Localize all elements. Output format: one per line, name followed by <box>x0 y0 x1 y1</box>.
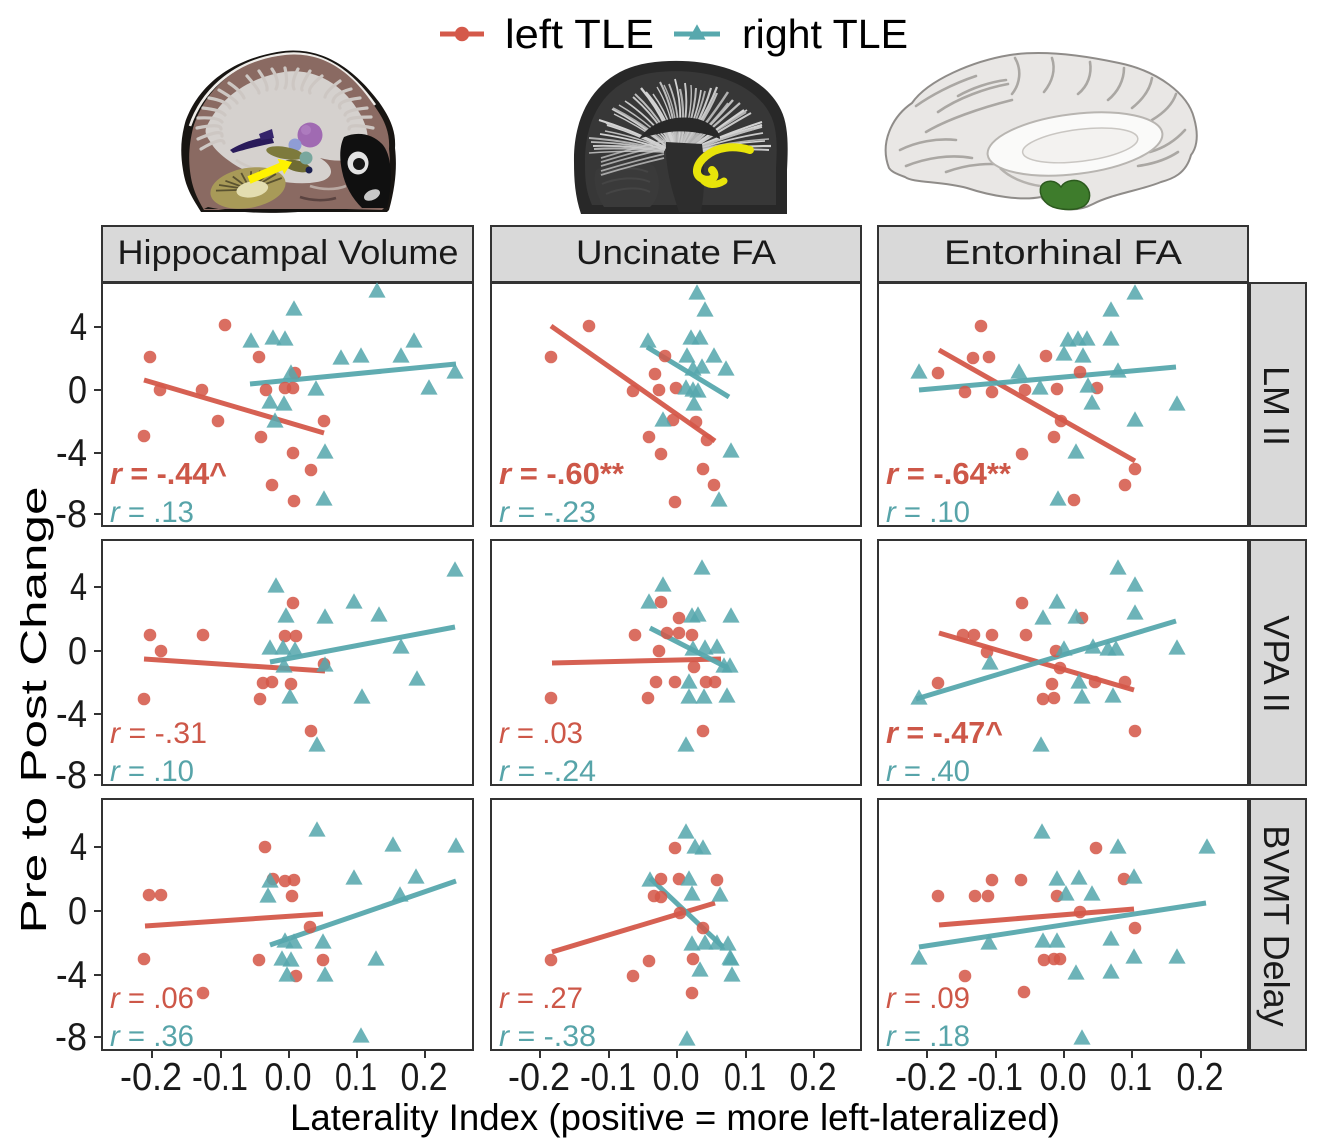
svg-text:r = -.44^: r = -.44^ <box>110 456 227 491</box>
svg-text:0.0: 0.0 <box>265 1056 312 1099</box>
svg-text:VPA II: VPA II <box>1256 615 1297 712</box>
svg-text:r = -.31: r = -.31 <box>110 717 207 750</box>
svg-text:0.1: 0.1 <box>335 1056 377 1099</box>
svg-text:r = -.64**: r = -.64** <box>886 456 1012 491</box>
svg-text:r = .40: r = .40 <box>886 755 970 788</box>
svg-text:r = -.60**: r = -.60** <box>499 456 625 491</box>
svg-text:-0.2: -0.2 <box>895 1056 957 1099</box>
svg-text:-4: -4 <box>56 954 87 997</box>
svg-text:Uncinate FA: Uncinate FA <box>576 234 776 272</box>
svg-text:-4: -4 <box>56 693 87 736</box>
svg-text:right TLE: right TLE <box>742 11 908 57</box>
svg-text:left TLE: left TLE <box>505 11 654 57</box>
svg-text:r = .27: r = .27 <box>499 982 583 1015</box>
svg-text:0.1: 0.1 <box>724 1056 766 1099</box>
svg-text:0.0: 0.0 <box>653 1056 700 1099</box>
svg-text:Hippocampal Volume: Hippocampal Volume <box>118 234 459 272</box>
svg-text:r = .09: r = .09 <box>886 982 970 1015</box>
svg-text:-0.2: -0.2 <box>508 1056 570 1099</box>
svg-text:r = .36: r = .36 <box>110 1020 194 1053</box>
svg-text:4: 4 <box>70 566 87 609</box>
svg-text:BVMT Delay: BVMT Delay <box>1256 825 1297 1026</box>
svg-text:0.2: 0.2 <box>401 1056 448 1099</box>
svg-text:-0.1: -0.1 <box>967 1056 1023 1099</box>
svg-text:r = .18: r = .18 <box>886 1020 970 1053</box>
svg-text:r = -.23: r = -.23 <box>499 496 596 529</box>
svg-text:-0.1: -0.1 <box>580 1056 636 1099</box>
svg-text:r = .13: r = .13 <box>110 496 194 529</box>
svg-text:-0.1: -0.1 <box>192 1056 248 1099</box>
svg-text:4: 4 <box>70 306 87 349</box>
svg-text:r = -.38: r = -.38 <box>499 1020 596 1053</box>
svg-text:r = -.24: r = -.24 <box>499 755 596 788</box>
svg-text:Laterality Index (positive = m: Laterality Index (positive = more left-l… <box>290 1097 1060 1138</box>
svg-text:r = .10: r = .10 <box>110 755 194 788</box>
svg-text:-8: -8 <box>55 754 87 797</box>
svg-text:r = .06: r = .06 <box>110 982 194 1015</box>
svg-text:0.2: 0.2 <box>790 1056 837 1099</box>
svg-text:Pre to Post Change: Pre to Post Change <box>13 487 54 934</box>
svg-text:0: 0 <box>68 630 87 673</box>
svg-text:-8: -8 <box>55 1016 87 1059</box>
svg-text:4: 4 <box>70 826 87 869</box>
svg-text:0.0: 0.0 <box>1040 1056 1087 1099</box>
svg-text:r = -.47^: r = -.47^ <box>886 715 1003 750</box>
svg-text:-4: -4 <box>56 432 87 475</box>
svg-text:-0.2: -0.2 <box>120 1056 182 1099</box>
svg-text:0: 0 <box>68 890 87 933</box>
svg-text:r = .03: r = .03 <box>499 717 583 750</box>
svg-text:-8: -8 <box>55 493 87 536</box>
svg-text:Entorhinal FA: Entorhinal FA <box>944 234 1182 272</box>
svg-text:0: 0 <box>68 369 87 412</box>
svg-text:0.2: 0.2 <box>1177 1056 1224 1099</box>
svg-text:LM II: LM II <box>1256 366 1297 446</box>
svg-text:r = .10: r = .10 <box>886 496 970 529</box>
svg-text:0.1: 0.1 <box>1110 1056 1152 1099</box>
